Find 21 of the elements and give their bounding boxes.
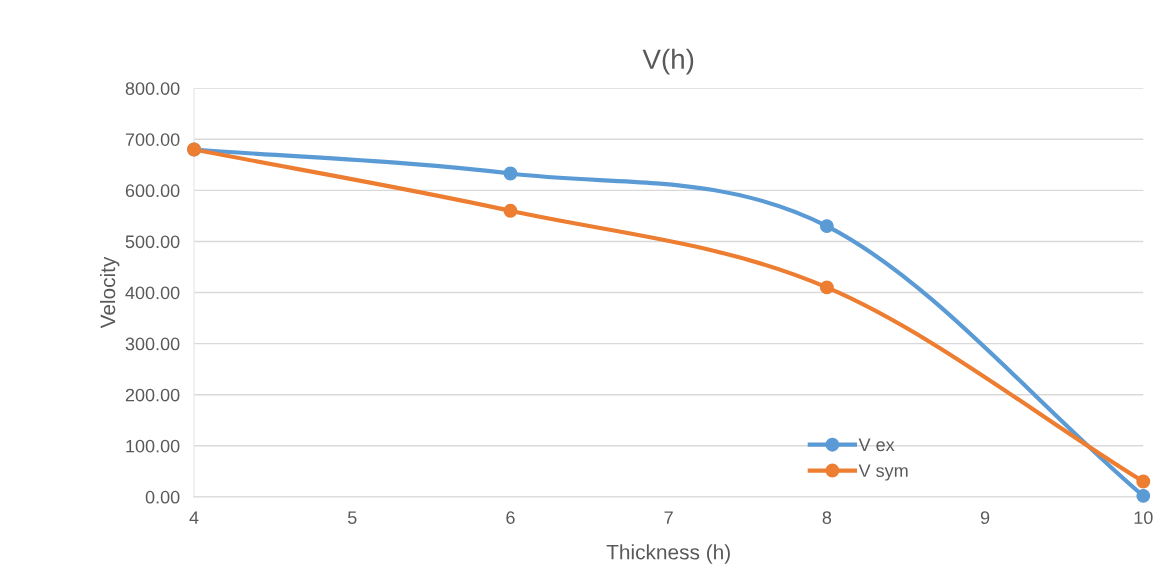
y-tick-label: 200.00	[125, 388, 180, 402]
x-axis-title: Thickness (h)	[606, 544, 730, 564]
y-tick-label: 100.00	[126, 439, 180, 453]
legend-label: V sym	[858, 464, 908, 481]
y-tick-label: 800.00	[125, 82, 180, 95]
y-tick-label: 600.00	[125, 184, 180, 198]
x-tick-label: 9	[980, 511, 990, 525]
legend-label: V ex	[858, 438, 895, 452]
x-tick-label: 4	[189, 511, 199, 524]
x-tick-label: 6	[506, 511, 515, 525]
x-tick-label: 7	[664, 511, 673, 524]
y-tick-label: 300.00	[125, 337, 180, 351]
y-axis-title: Velocity	[99, 256, 120, 329]
y-tick-label: 400.00	[125, 286, 180, 300]
y-tick-label: 700.00	[125, 133, 180, 146]
y-tick-label: 500.00	[125, 235, 180, 249]
x-tick-label: 8	[822, 511, 832, 525]
chart-title: V(h)	[642, 48, 694, 75]
x-tick-label: 5	[347, 511, 357, 525]
y-tick-label: 0.00	[145, 490, 180, 504]
x-tick-label: 10	[1134, 511, 1153, 525]
